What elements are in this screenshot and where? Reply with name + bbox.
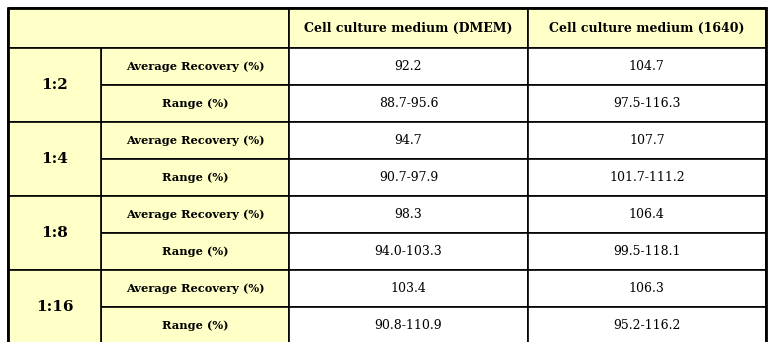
Bar <box>8 122 101 196</box>
Text: 90.7-97.9: 90.7-97.9 <box>378 171 438 184</box>
Bar <box>8 196 101 270</box>
Text: 99.5-118.1: 99.5-118.1 <box>613 245 680 258</box>
Bar <box>528 196 766 233</box>
Text: 101.7-111.2: 101.7-111.2 <box>609 171 685 184</box>
Bar <box>289 270 528 307</box>
Bar <box>528 307 766 342</box>
Text: 1:16: 1:16 <box>36 300 74 314</box>
Bar <box>289 122 528 159</box>
Text: Average Recovery (%): Average Recovery (%) <box>126 135 265 146</box>
Bar <box>289 159 528 196</box>
Text: Range (%): Range (%) <box>162 320 228 331</box>
Bar <box>289 8 528 48</box>
Text: 95.2-116.2: 95.2-116.2 <box>613 319 680 332</box>
Text: 98.3: 98.3 <box>395 208 423 221</box>
Text: Range (%): Range (%) <box>162 172 228 183</box>
Text: Average Recovery (%): Average Recovery (%) <box>126 61 265 72</box>
Bar <box>8 48 101 122</box>
Text: Range (%): Range (%) <box>162 246 228 257</box>
Bar <box>101 122 289 159</box>
Bar <box>101 307 289 342</box>
Text: 107.7: 107.7 <box>629 134 665 147</box>
Text: 94.0-103.3: 94.0-103.3 <box>375 245 442 258</box>
Bar <box>528 8 766 48</box>
Text: 106.4: 106.4 <box>628 208 665 221</box>
Bar <box>289 196 528 233</box>
Text: 88.7-95.6: 88.7-95.6 <box>378 97 438 110</box>
Bar <box>528 159 766 196</box>
Bar <box>101 48 289 85</box>
Bar <box>289 307 528 342</box>
Bar <box>528 122 766 159</box>
Bar <box>101 270 289 307</box>
Text: Cell culture medium (DMEM): Cell culture medium (DMEM) <box>304 22 512 35</box>
Text: 92.2: 92.2 <box>395 60 422 73</box>
Text: 1:2: 1:2 <box>41 78 68 92</box>
Bar <box>528 48 766 85</box>
Text: 97.5-116.3: 97.5-116.3 <box>613 97 680 110</box>
Text: Range (%): Range (%) <box>162 98 228 109</box>
Bar <box>528 85 766 122</box>
Bar <box>101 85 289 122</box>
Text: Average Recovery (%): Average Recovery (%) <box>126 209 265 220</box>
Bar <box>101 159 289 196</box>
Bar <box>289 85 528 122</box>
Text: Cell culture medium (1640): Cell culture medium (1640) <box>549 22 745 35</box>
Text: 1:8: 1:8 <box>41 226 68 240</box>
Bar <box>101 233 289 270</box>
Text: 106.3: 106.3 <box>628 282 665 295</box>
Bar <box>528 270 766 307</box>
Text: Average Recovery (%): Average Recovery (%) <box>126 283 265 294</box>
Bar <box>289 48 528 85</box>
Text: 104.7: 104.7 <box>629 60 665 73</box>
Bar <box>8 8 289 48</box>
Text: 103.4: 103.4 <box>390 282 426 295</box>
Text: 90.8-110.9: 90.8-110.9 <box>375 319 442 332</box>
Text: 1:4: 1:4 <box>41 152 68 166</box>
Text: 94.7: 94.7 <box>395 134 423 147</box>
Bar <box>289 233 528 270</box>
Bar <box>101 196 289 233</box>
Bar <box>528 233 766 270</box>
Bar <box>8 270 101 342</box>
